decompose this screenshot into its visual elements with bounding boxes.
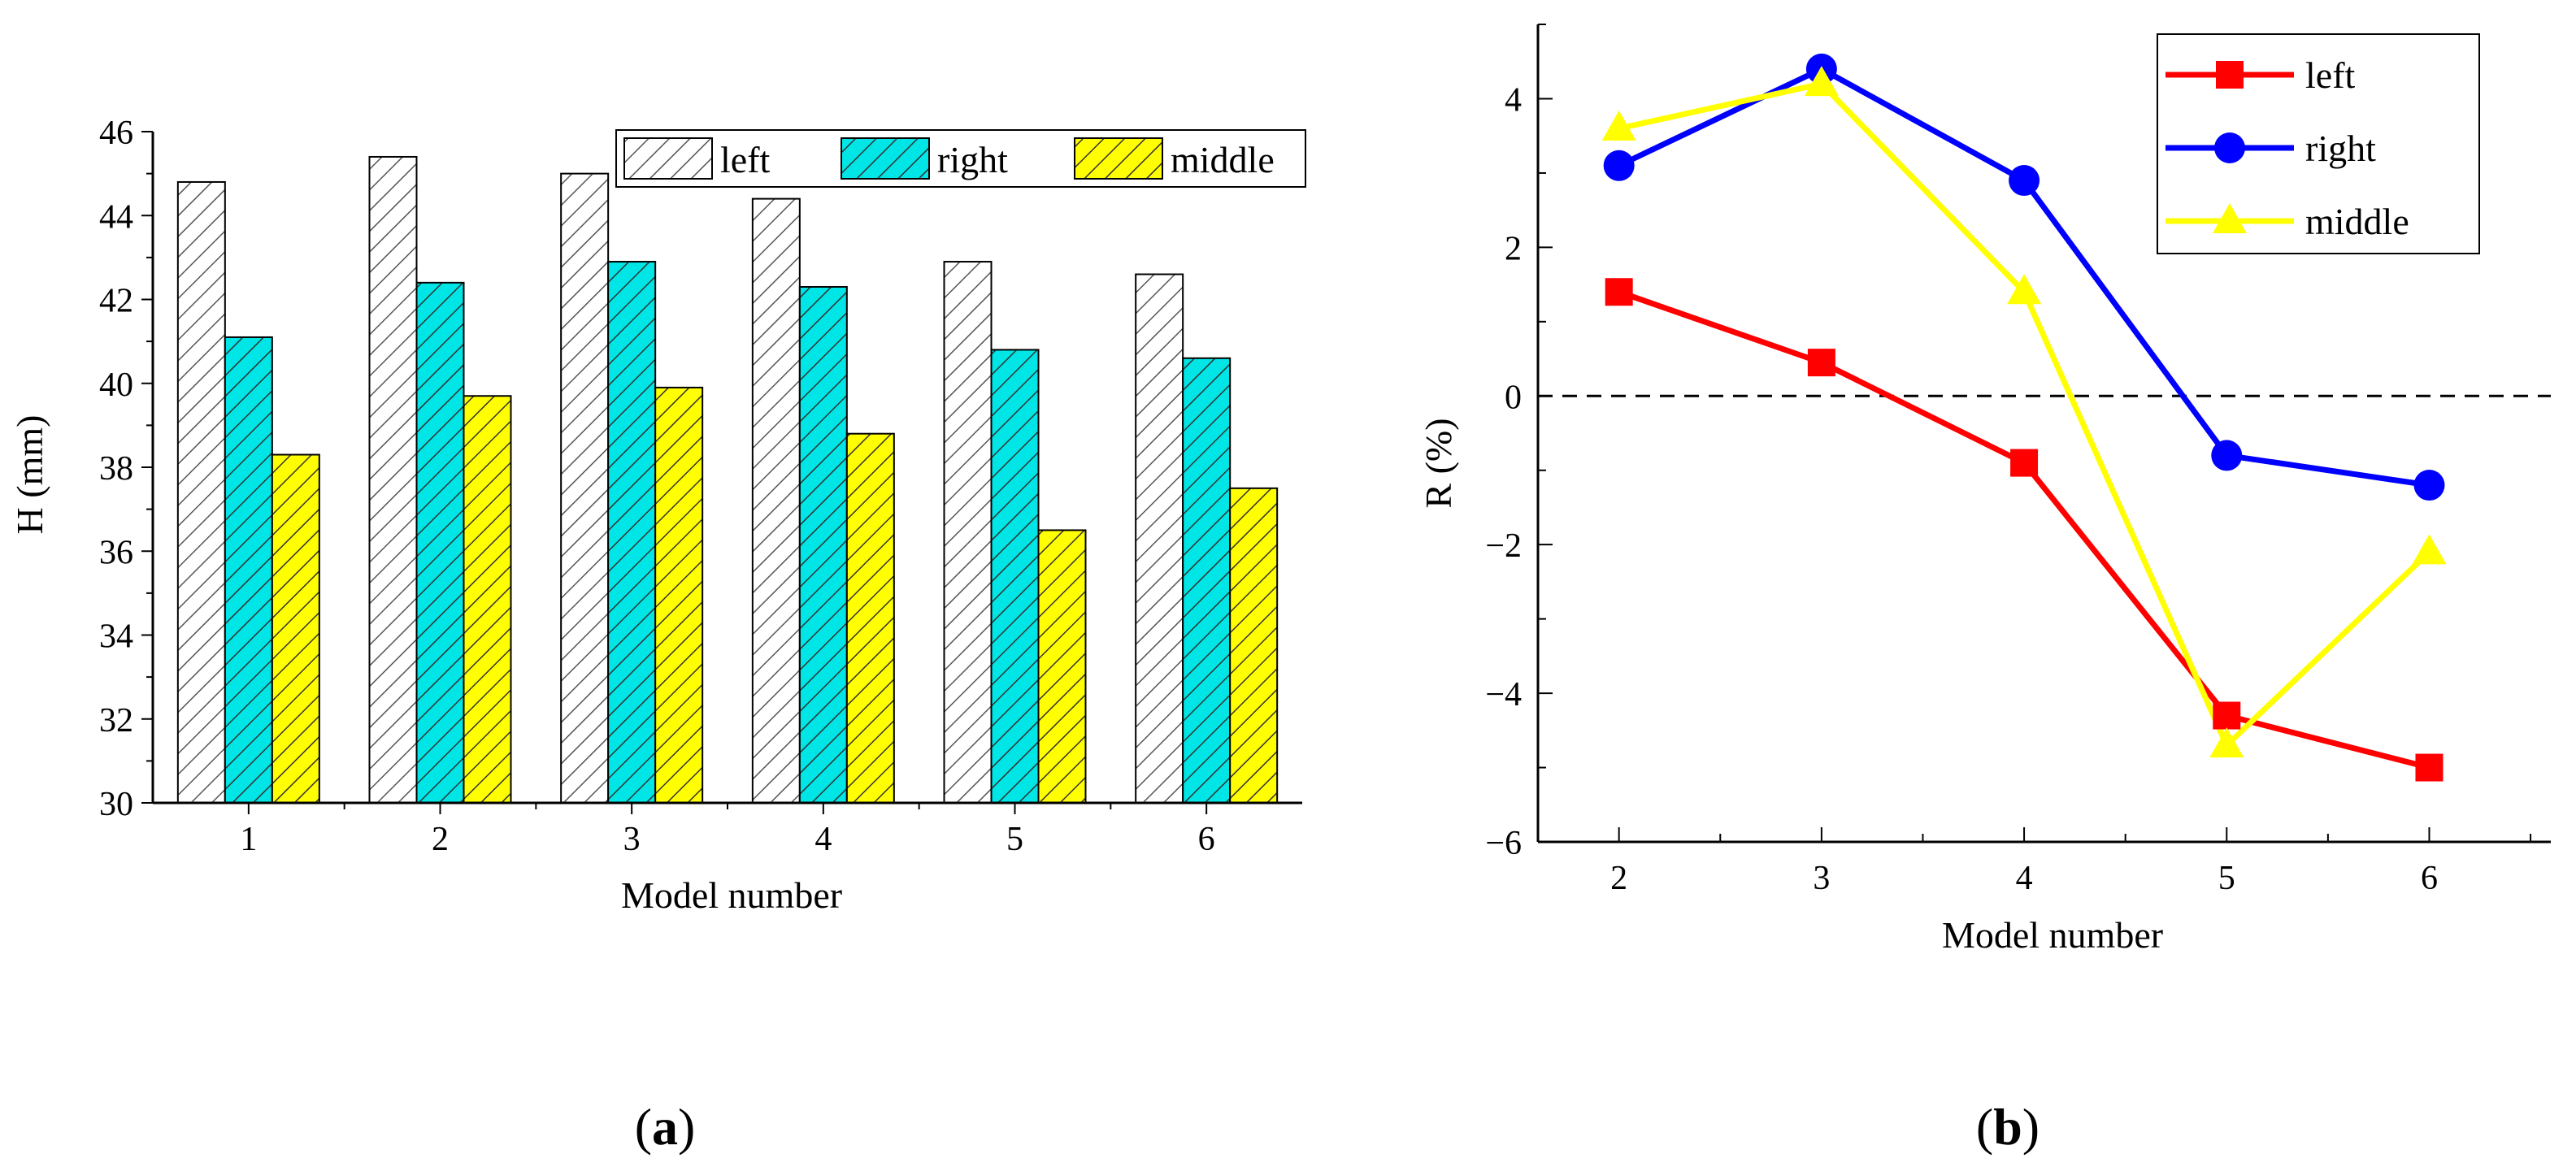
bar-left-model-1 <box>176 180 226 804</box>
bar-left-model-3 <box>560 172 610 804</box>
bar-middle-model-3 <box>654 386 704 804</box>
y-tick-label-46: 46 <box>99 115 133 152</box>
line-chart-y-axis-title: R (%) <box>1418 418 1459 508</box>
point-left-model-6 <box>2415 753 2444 782</box>
bar-middle-model-6 <box>1229 487 1279 804</box>
bar-chart-y-axis-title: H (mm) <box>9 415 50 535</box>
bar-left-model-2 <box>368 155 418 805</box>
line-chart-x-axis-title: Model number <box>1942 914 2163 956</box>
bar-middle-model-4 <box>845 432 895 804</box>
panel-label-a: (a) <box>635 1098 696 1156</box>
y-tick-label-34: 34 <box>99 618 133 656</box>
point-middle-model-4 <box>2007 274 2042 305</box>
y-tick-label-2: 2 <box>1505 230 1522 267</box>
y-tick-label-42: 42 <box>99 283 133 320</box>
x-tick-label-6: 6 <box>1198 821 1215 858</box>
y-tick-label-0: 0 <box>1505 379 1522 416</box>
point-right-model-2 <box>1603 150 1635 181</box>
legend-label-right: right <box>937 139 1008 180</box>
y-tick-label-38: 38 <box>99 450 133 488</box>
bar-right-model-3 <box>607 261 657 805</box>
point-middle-model-5 <box>2209 727 2244 758</box>
y-tick-label-40: 40 <box>99 366 133 404</box>
x-tick-label-2: 2 <box>432 821 449 858</box>
legend-label-left: left <box>2305 54 2356 96</box>
legend-swatch-middle <box>1074 137 1163 180</box>
legend-label-middle: middle <box>2305 201 2409 242</box>
y-tick-label-44: 44 <box>99 198 133 236</box>
legend-marker-right <box>2214 132 2245 163</box>
point-right-model-6 <box>2413 470 2445 501</box>
y-tick-label--4: −4 <box>1485 676 1522 713</box>
legend-label-right: right <box>2305 128 2376 169</box>
series-line-left <box>1618 288 2430 770</box>
legend-box <box>2157 33 2480 254</box>
x-tick-label-5: 5 <box>2218 860 2235 897</box>
point-left-model-3 <box>1807 349 1835 377</box>
y-tick-label-4: 4 <box>1505 81 1522 119</box>
line-chart-panel-b: −6 −4 −2 0 2 4 2 3 4 5 6 left right middle Model num… <box>1418 24 2551 956</box>
point-left-model-4 <box>2010 449 2039 477</box>
y-tick-label--6: −6 <box>1485 825 1522 862</box>
legend-box <box>615 129 1306 188</box>
point-left-model-2 <box>1605 278 1633 306</box>
point-left-model-5 <box>2213 701 2241 730</box>
panel-label-b: (b) <box>1976 1098 2040 1156</box>
line-chart-axes: −6 −4 −2 0 2 4 2 3 4 5 6 <box>1485 24 2551 897</box>
point-middle-model-3 <box>1804 66 1839 97</box>
point-middle-model-6 <box>2412 534 2447 565</box>
x-tick-label-3: 3 <box>623 821 641 858</box>
legend-swatch-right <box>841 137 930 180</box>
legend-swatch-left <box>623 137 713 180</box>
legend-marker-left <box>2216 61 2244 89</box>
point-right-model-4 <box>2009 165 2040 197</box>
x-tick-label-6: 6 <box>2421 860 2438 897</box>
y-tick-label--2: −2 <box>1485 527 1522 565</box>
x-tick-label-5: 5 <box>1006 821 1023 858</box>
point-middle-model-2 <box>1601 111 1636 141</box>
x-tick-label-1: 1 <box>240 821 257 858</box>
y-tick-label-30: 30 <box>99 786 133 823</box>
legend-marker-middle <box>2213 203 2247 233</box>
x-tick-label-4: 4 <box>2016 860 2033 897</box>
bar-right-model-5 <box>990 349 1040 804</box>
line-chart-legend: left right middle <box>2157 33 2480 254</box>
bar-chart-legend: left right middle <box>615 129 1306 188</box>
bar-right-model-1 <box>224 336 273 804</box>
bar-chart-x-axis-title: Model number <box>621 874 842 916</box>
bar-left-model-6 <box>1135 273 1184 804</box>
bar-right-model-2 <box>415 281 465 805</box>
legend-label-middle: middle <box>1171 139 1275 180</box>
legend-label-left: left <box>720 139 771 180</box>
x-tick-label-2: 2 <box>1610 860 1627 897</box>
bar-middle-model-1 <box>271 453 320 804</box>
bar-right-model-6 <box>1182 357 1232 804</box>
y-tick-label-36: 36 <box>99 534 133 571</box>
bar-left-model-4 <box>751 197 801 805</box>
bar-middle-model-5 <box>1037 529 1087 804</box>
bar-right-model-4 <box>798 286 848 804</box>
x-tick-label-4: 4 <box>815 821 832 858</box>
bar-middle-model-2 <box>463 395 512 804</box>
bar-chart-bars <box>176 155 1279 805</box>
point-right-model-5 <box>2211 440 2243 471</box>
line-chart-series <box>1601 53 2447 782</box>
x-tick-label-3: 3 <box>1813 860 1830 897</box>
bar-left-model-5 <box>943 261 993 805</box>
y-tick-label-32: 32 <box>99 702 133 739</box>
